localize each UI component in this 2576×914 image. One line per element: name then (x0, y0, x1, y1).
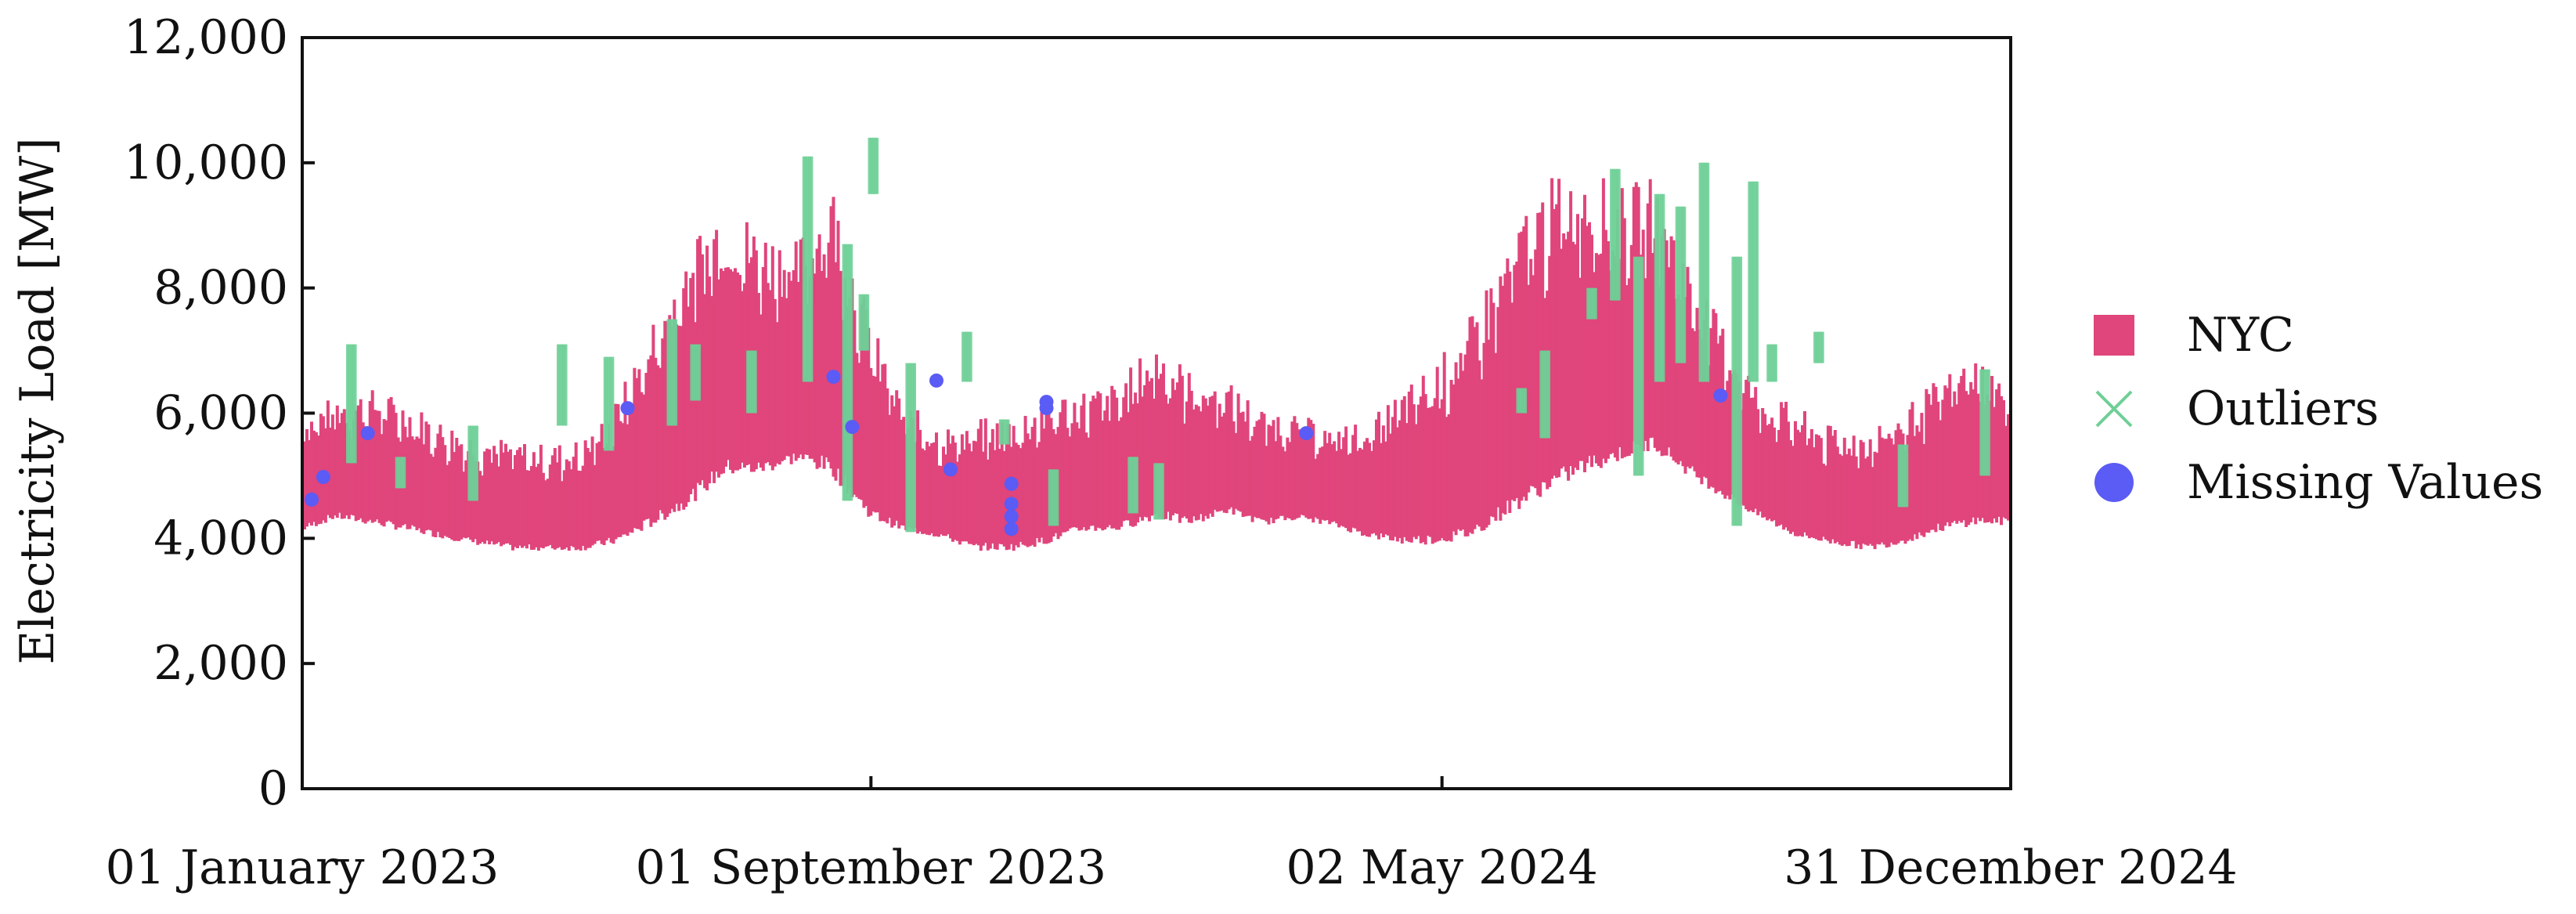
missing-value-point (826, 370, 841, 385)
y-axis: 0 2,000 4,000 6,000 8,000 10,000 12,000 (124, 10, 315, 816)
x-tick-label: 31 December 2024 (1784, 840, 2237, 895)
missing-value-point (929, 373, 943, 388)
legend-swatch-nyc (2094, 315, 2134, 356)
legend-label: Outliers (2187, 381, 2379, 436)
legend: NYC Outliers Missing Values (2094, 308, 2543, 510)
legend-swatch-outliers (2095, 390, 2133, 428)
x-tick-label: 01 January 2023 (106, 840, 500, 895)
y-tick-label: 4,000 (153, 511, 288, 565)
x-tick-label: 01 September 2023 (636, 840, 1106, 895)
y-tick-label: 12,000 (124, 10, 288, 65)
legend-swatch-missing-values (2094, 463, 2134, 502)
y-tick-label: 2,000 (153, 636, 288, 691)
missing-value-point (316, 470, 330, 484)
missing-value-point (1004, 476, 1019, 491)
legend-label: Missing Values (2187, 455, 2543, 510)
missing-value-point (1299, 426, 1314, 441)
y-tick-label: 6,000 (153, 386, 288, 441)
y-tick-label: 10,000 (124, 135, 288, 190)
legend-label: NYC (2187, 308, 2294, 363)
missing-value-point (943, 462, 958, 477)
missing-value-point (1004, 497, 1019, 511)
plot-area (302, 137, 2011, 551)
series-outliers (346, 137, 1990, 533)
series-missing-values (305, 370, 1728, 536)
missing-value-point (360, 426, 375, 441)
y-axis-title: Electricity Load [MW] (10, 137, 65, 664)
missing-value-point (620, 401, 635, 416)
missing-value-point (845, 420, 860, 435)
x-axis: 01 January 2023 01 September 2023 02 May 2… (106, 776, 2238, 895)
missing-value-point (1004, 522, 1019, 536)
y-tick-label: 8,000 (153, 261, 288, 316)
y-tick-label: 0 (258, 761, 288, 816)
missing-value-point (1713, 388, 1728, 403)
missing-value-point (305, 492, 319, 507)
missing-value-point (1039, 401, 1054, 416)
missing-value-point (1004, 509, 1019, 524)
x-tick-label: 02 May 2024 (1286, 840, 1598, 895)
